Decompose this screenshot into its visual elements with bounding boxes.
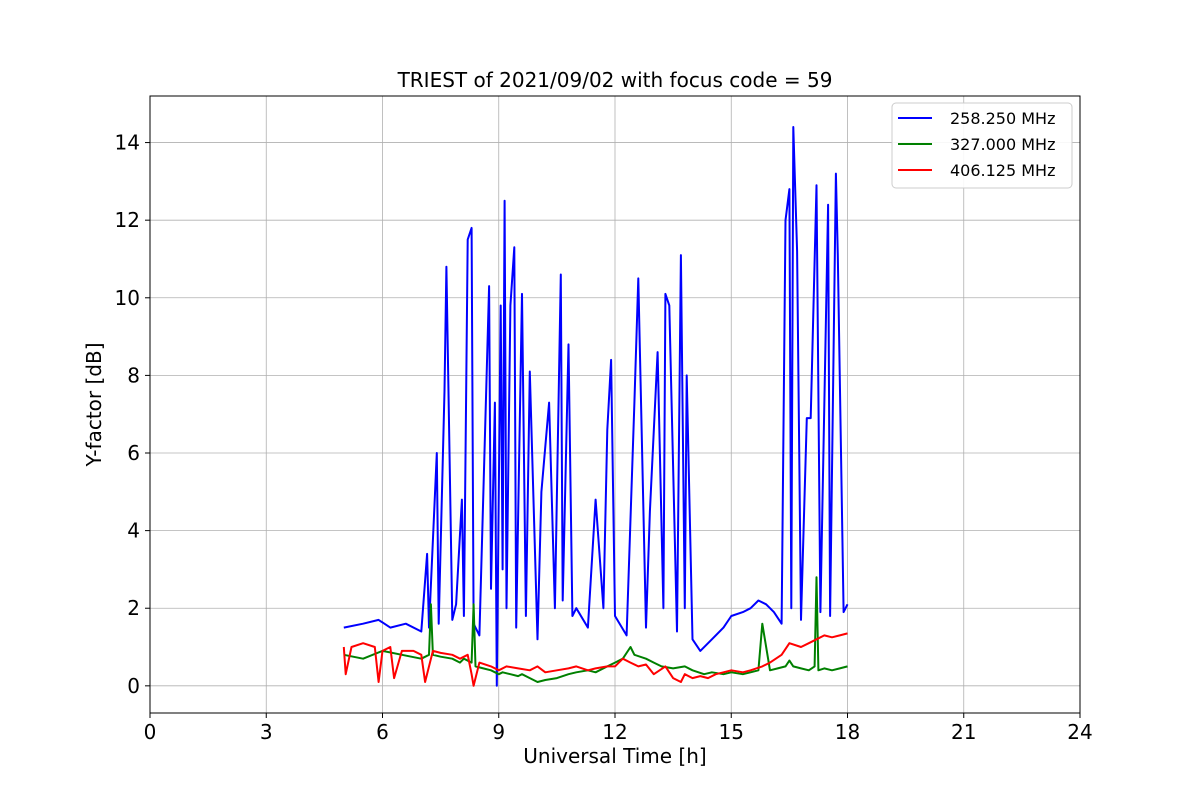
x-axis-label: Universal Time [h]	[523, 744, 706, 768]
x-tick-label: 24	[1067, 720, 1092, 744]
series-layer	[342, 126, 849, 687]
y-axis-label: Y-factor [dB]	[82, 342, 106, 467]
legend-label-2: 327.000 MHz	[950, 135, 1055, 154]
x-tick-label: 21	[951, 720, 976, 744]
legend: 258.250 MHz 327.000 MHz 406.125 MHz	[891, 102, 1073, 189]
y-tick-label: 6	[127, 441, 140, 465]
y-tick-label: 10	[115, 286, 140, 310]
y-tick-label: 0	[127, 674, 140, 698]
x-tick-label: 6	[376, 720, 389, 744]
x-tick-label: 12	[602, 720, 627, 744]
x-tick-label: 3	[260, 720, 273, 744]
x-tick-label: 15	[719, 720, 744, 744]
series-line-1	[343, 126, 849, 687]
x-tick-label: 9	[492, 720, 505, 744]
series-line-2	[343, 576, 848, 683]
legend-box	[891, 102, 1073, 189]
legend-label-3: 406.125 MHz	[950, 161, 1055, 180]
y-tick-label: 14	[115, 131, 140, 155]
chart-title: TRIEST of 2021/09/02 with focus code = 5…	[397, 68, 833, 92]
y-tick-label: 8	[127, 363, 140, 387]
series-line-3	[342, 632, 848, 687]
y-tick-label: 12	[115, 208, 140, 232]
x-tick-label: 18	[835, 720, 860, 744]
legend-label-1: 258.250 MHz	[950, 109, 1055, 128]
y-tick-label: 2	[127, 596, 140, 620]
y-tick-label: 4	[127, 519, 140, 543]
x-tick-label: 0	[144, 720, 157, 744]
